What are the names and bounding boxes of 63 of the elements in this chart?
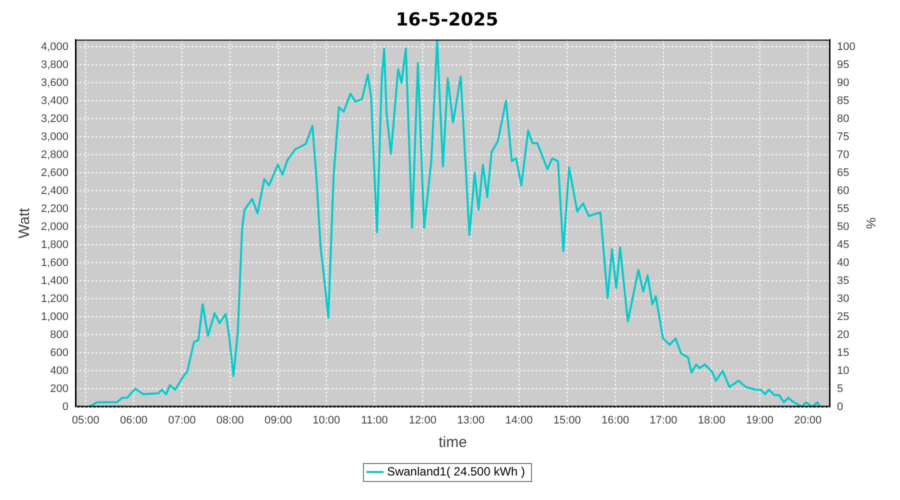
x-tick-label: 20:00 [794,414,822,426]
legend-label: Swanland1( 24.500 kWh ) [386,464,526,478]
y2-tick-label: 70 [837,148,850,161]
y-tick-label: 2,000 [40,220,69,233]
y-tick-label: 1,800 [40,238,69,251]
y2-tick-label: 75 [837,130,850,143]
x-tick-label: 07:00 [168,414,196,426]
y-tick-label: 4,000 [40,40,69,53]
y-tick-label: 3,600 [40,76,69,89]
y2-tick-label: 20 [837,328,850,341]
y2-tick-label: 100 [837,40,856,53]
y-tick-label: 2,400 [40,184,69,197]
y2-tick-label: 90 [837,76,850,89]
y2-tick-label: 30 [837,292,850,305]
y-tick-label: 600 [50,346,69,359]
x-tick-label: 17:00 [650,414,678,426]
y-tick-label: 1,400 [40,274,69,287]
chart-title: 16-5-2025 [396,9,498,30]
x-tick-label: 10:00 [312,414,340,426]
y-tick-label: 3,400 [40,94,69,107]
y2-tick-label: 0 [837,400,844,413]
y2-tick-label: 15 [837,346,850,359]
x-tick-label: 08:00 [216,414,244,426]
x-tick-label: 05:00 [72,414,100,426]
y2-tick-label: 50 [837,220,850,233]
y2-tick-label: 60 [837,184,850,197]
x-tick-label: 09:00 [264,414,292,426]
y2-tick-label: 80 [837,112,850,125]
y-tick-label: 2,600 [40,166,69,179]
y-tick-label: 2,200 [40,202,69,215]
y-tick-label: 800 [50,328,69,341]
y-tick-label: 3,000 [40,130,69,143]
y-tick-label: 400 [50,364,69,377]
y-axis-title: Watt [16,207,34,238]
y2-tick-label: 10 [837,364,850,377]
y2-tick-label: 65 [837,166,850,179]
y-tick-label: 3,200 [40,112,69,125]
y-tick-label: 1,000 [40,310,69,323]
y2-tick-label: 5 [837,382,844,395]
x-tick-label: 12:00 [408,414,436,426]
x-tick-label: 16:00 [602,414,630,426]
x-tick-label: 11:00 [361,414,388,426]
x-tick-label: 18:00 [698,414,726,426]
x-tick-label: 14:00 [505,414,533,426]
x-tick-label: 19:00 [746,414,774,426]
x-tick-label: 06:00 [120,414,148,426]
y-tick-label: 1,600 [40,256,69,269]
y-tick-label: 200 [50,382,69,395]
y2-axis-title: % [864,217,879,230]
y-tick-label: 2,800 [40,148,69,161]
y2-tick-label: 25 [837,310,850,323]
x-tick-label: 13:00 [457,414,485,426]
y-tick-label: 1,200 [40,292,69,305]
y2-tick-label: 55 [837,202,850,215]
y2-tick-label: 85 [837,94,850,107]
y-tick-label: 3,800 [40,58,69,71]
y2-tick-label: 95 [837,58,850,71]
y-tick-label: 0 [62,400,69,413]
x-tick-label: 15:00 [553,414,581,426]
y2-tick-label: 45 [837,238,850,251]
y2-tick-label: 35 [837,274,850,287]
x-axis-title: time [438,434,467,452]
y2-tick-label: 40 [837,256,850,269]
